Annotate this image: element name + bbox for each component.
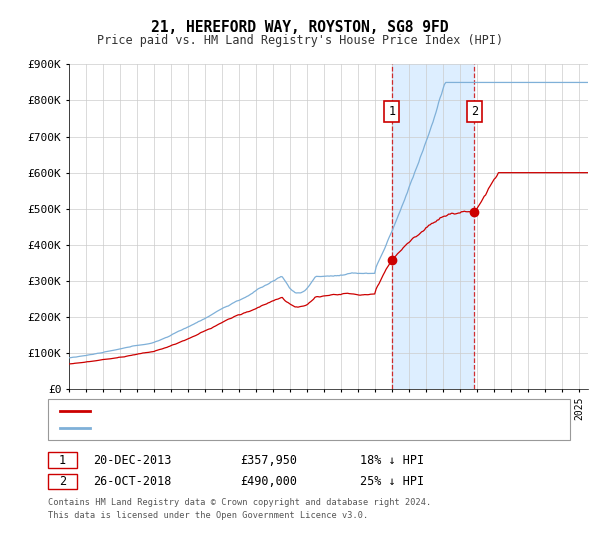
Bar: [392, 64, 475, 389]
Text: 25% ↓ HPI: 25% ↓ HPI: [360, 475, 424, 488]
Text: 2: 2: [471, 105, 478, 118]
Text: £490,000: £490,000: [240, 475, 297, 488]
Text: 21, HEREFORD WAY, ROYSTON, SG8 9FD: 21, HEREFORD WAY, ROYSTON, SG8 9FD: [151, 20, 449, 35]
Text: 2: 2: [59, 475, 66, 488]
Text: 20-DEC-2013: 20-DEC-2013: [93, 454, 172, 467]
Text: This data is licensed under the Open Government Licence v3.0.: This data is licensed under the Open Gov…: [48, 511, 368, 520]
Text: HPI: Average price, detached house, North Hertfordshire: HPI: Average price, detached house, Nort…: [99, 423, 443, 433]
Text: 26-OCT-2018: 26-OCT-2018: [93, 475, 172, 488]
Text: 18% ↓ HPI: 18% ↓ HPI: [360, 454, 424, 467]
Text: 21, HEREFORD WAY, ROYSTON, SG8 9FD (detached house): 21, HEREFORD WAY, ROYSTON, SG8 9FD (deta…: [99, 405, 418, 416]
Text: £357,950: £357,950: [240, 454, 297, 467]
Text: 1: 1: [59, 454, 66, 467]
Text: Contains HM Land Registry data © Crown copyright and database right 2024.: Contains HM Land Registry data © Crown c…: [48, 498, 431, 507]
Text: 1: 1: [388, 105, 395, 118]
Text: Price paid vs. HM Land Registry's House Price Index (HPI): Price paid vs. HM Land Registry's House …: [97, 34, 503, 46]
